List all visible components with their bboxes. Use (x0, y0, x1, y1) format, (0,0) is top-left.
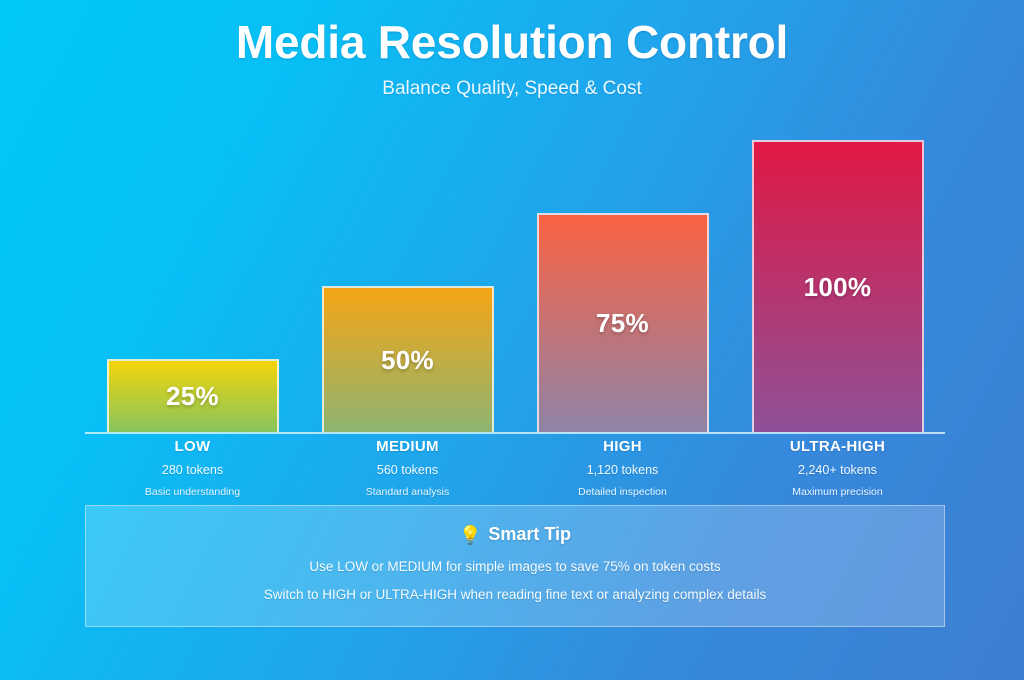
bar-value-label: 50% (381, 344, 434, 375)
bar-slot: 50% (300, 140, 515, 432)
smart-tip-line-2: Switch to HIGH or ULTRA-HIGH when readin… (263, 587, 767, 602)
page-subtitle: Balance Quality, Speed & Cost (382, 78, 642, 100)
bar-value-label: 75% (596, 308, 649, 338)
legend-description: Maximum precision (792, 486, 883, 498)
bar-slot: 25% (85, 140, 300, 432)
smart-tip-title: Smart Tip (488, 524, 572, 544)
header: Media Resolution Control Balance Quality… (0, 0, 1024, 100)
bar-value-label: 100% (803, 271, 872, 302)
bar-low[interactable]: 25% (106, 359, 279, 432)
chart-baseline (85, 432, 945, 434)
chart-legend-row: LOW 280 tokens Basic understanding MEDIUM 56… (85, 438, 945, 498)
legend-token-count: 1,120 tokens (586, 463, 659, 477)
bar-slot: 100% (730, 140, 945, 432)
legend-description: Basic understanding (144, 486, 241, 498)
legend-token-count: 280 tokens (161, 463, 224, 477)
legend-cell-low: LOW 280 tokens Basic understanding (85, 438, 300, 498)
bar-medium[interactable]: 50% (321, 286, 494, 432)
page-title: Media Resolution Control (235, 16, 789, 68)
bar-slot: 75% (515, 140, 730, 432)
smart-tip-header: 💡 Smart Tip (459, 524, 571, 545)
legend-cell-high: HIGH 1,120 tokens Detailed inspection (515, 438, 730, 498)
legend-description: Detailed inspection (578, 486, 667, 498)
legend-cell-ultra-high: ULTRA-HIGH 2,240+ tokens Maximum precision (730, 438, 945, 498)
bars-row: 25% 50% 75% 100% (85, 140, 945, 432)
legend-category-name: ULTRA-HIGH (789, 438, 886, 455)
bar-high[interactable]: 75% (536, 213, 709, 432)
bar-ultra-high[interactable]: 100% (751, 140, 924, 432)
smart-tip-box: 💡 Smart Tip Use LOW or MEDIUM for simple… (85, 505, 945, 627)
bar-value-label: 25% (166, 381, 219, 411)
legend-category-name: HIGH (603, 438, 642, 455)
smart-tip-line-1: Use LOW or MEDIUM for simple images to s… (309, 559, 721, 574)
legend-category-name: MEDIUM (376, 438, 439, 455)
legend-token-count: 2,240+ tokens (798, 463, 877, 477)
legend-description: Standard analysis (365, 486, 450, 498)
lightbulb-icon: 💡 (458, 524, 482, 545)
legend-token-count: 560 tokens (376, 463, 439, 477)
resolution-bar-chart: 25% 50% 75% 100% (85, 140, 945, 434)
legend-category-name: LOW (174, 438, 211, 455)
legend-cell-medium: MEDIUM 560 tokens Standard analysis (300, 438, 515, 498)
